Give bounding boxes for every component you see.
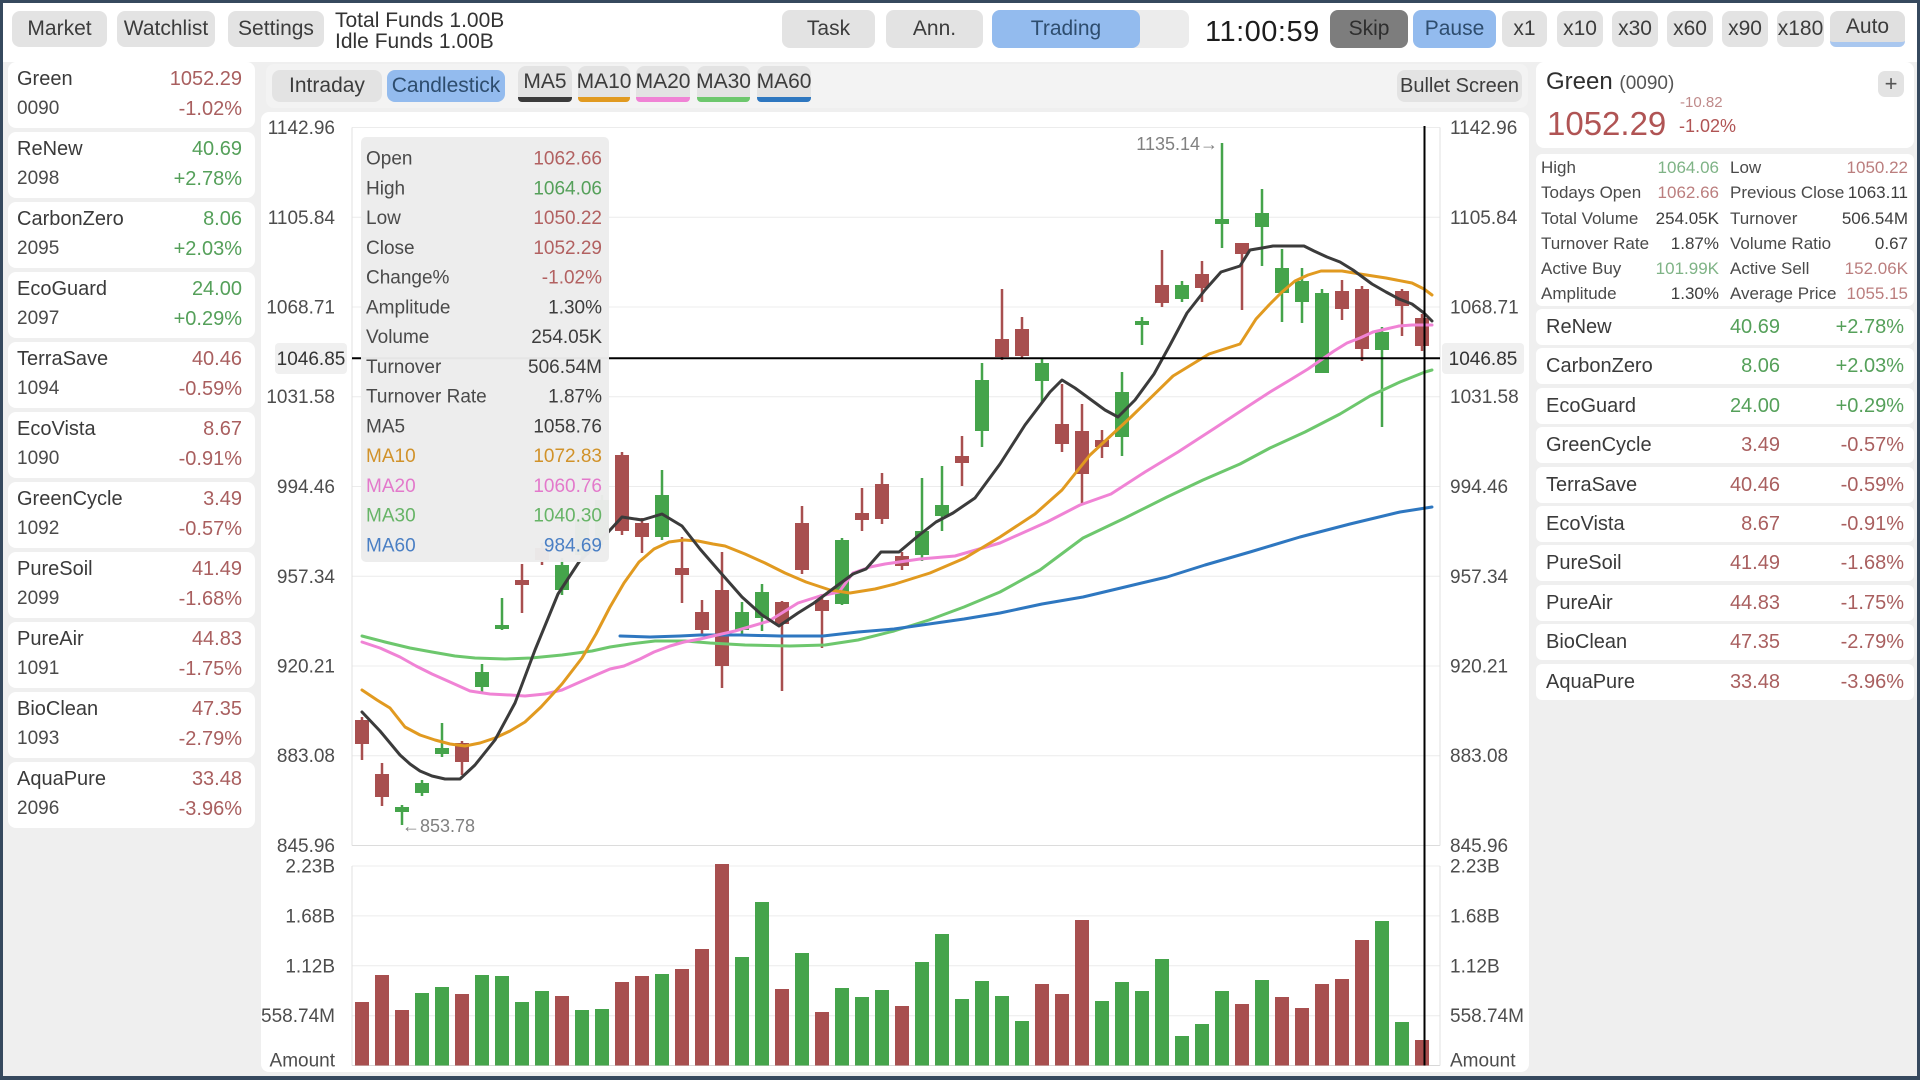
svg-text:2.23B: 2.23B: [1450, 857, 1500, 878]
svg-text:1060.76: 1060.76: [533, 476, 602, 497]
svg-text:1.68B: 1.68B: [285, 906, 335, 927]
svg-text:Amount: Amount: [270, 1051, 336, 1072]
svg-text:883.08: 883.08: [277, 746, 335, 767]
svg-text:Close: Close: [366, 238, 415, 259]
svg-text:845.96: 845.96: [277, 836, 335, 857]
svg-text:1.87%: 1.87%: [548, 387, 602, 408]
svg-text:1068.71: 1068.71: [266, 298, 335, 319]
svg-text:558.74M: 558.74M: [261, 1006, 335, 1027]
svg-text:957.34: 957.34: [1450, 567, 1509, 588]
svg-text:Amount: Amount: [1450, 1051, 1516, 1072]
svg-text:Low: Low: [366, 208, 401, 229]
svg-text:1135.14→: 1135.14→: [1136, 134, 1218, 154]
svg-text:Change%: Change%: [366, 268, 450, 289]
svg-text:1064.06: 1064.06: [533, 178, 602, 199]
svg-text:1142.96: 1142.96: [1450, 118, 1517, 139]
svg-text:MA10: MA10: [366, 446, 416, 467]
svg-text:1046.85: 1046.85: [277, 349, 346, 370]
svg-text:506.54M: 506.54M: [528, 357, 602, 378]
svg-text:2.23B: 2.23B: [285, 857, 335, 878]
svg-text:←853.78: ←853.78: [402, 816, 475, 836]
svg-text:High: High: [366, 178, 405, 199]
svg-text:1.30%: 1.30%: [548, 297, 602, 318]
svg-text:1072.83: 1072.83: [533, 446, 602, 467]
svg-text:MA60: MA60: [366, 536, 416, 557]
svg-text:1040.30: 1040.30: [533, 506, 602, 527]
svg-text:984.69: 984.69: [544, 536, 602, 557]
svg-text:1031.58: 1031.58: [1450, 387, 1519, 408]
svg-text:1105.84: 1105.84: [268, 208, 336, 229]
svg-text:1142.96: 1142.96: [268, 118, 335, 139]
svg-text:920.21: 920.21: [1450, 657, 1508, 678]
svg-text:883.08: 883.08: [1450, 746, 1508, 767]
svg-text:Amplitude: Amplitude: [366, 297, 451, 318]
svg-text:MA30: MA30: [366, 506, 416, 527]
svg-text:Turnover Rate: Turnover Rate: [366, 387, 487, 408]
svg-text:1046.85: 1046.85: [1449, 349, 1518, 370]
svg-text:1105.84: 1105.84: [1450, 208, 1518, 229]
svg-text:1.12B: 1.12B: [1450, 956, 1500, 977]
svg-text:558.74M: 558.74M: [1450, 1006, 1524, 1027]
svg-text:Turnover: Turnover: [366, 357, 442, 378]
svg-text:994.46: 994.46: [1450, 477, 1508, 498]
svg-text:Volume: Volume: [366, 327, 429, 348]
svg-text:1.68B: 1.68B: [1450, 906, 1500, 927]
svg-text:-1.02%: -1.02%: [542, 268, 602, 289]
svg-text:254.05K: 254.05K: [531, 327, 602, 348]
svg-text:994.46: 994.46: [277, 477, 335, 498]
svg-text:Open: Open: [366, 149, 412, 170]
svg-text:1031.58: 1031.58: [266, 387, 335, 408]
svg-text:1.12B: 1.12B: [285, 956, 335, 977]
svg-text:MA5: MA5: [366, 416, 405, 437]
svg-text:MA20: MA20: [366, 476, 416, 497]
svg-text:1068.71: 1068.71: [1450, 298, 1519, 319]
svg-text:845.96: 845.96: [1450, 836, 1508, 857]
svg-text:1050.22: 1050.22: [533, 208, 602, 229]
svg-text:920.21: 920.21: [277, 657, 335, 678]
svg-text:1062.66: 1062.66: [533, 149, 602, 170]
svg-text:1058.76: 1058.76: [533, 416, 602, 437]
svg-text:1052.29: 1052.29: [533, 238, 602, 259]
svg-text:957.34: 957.34: [277, 567, 336, 588]
